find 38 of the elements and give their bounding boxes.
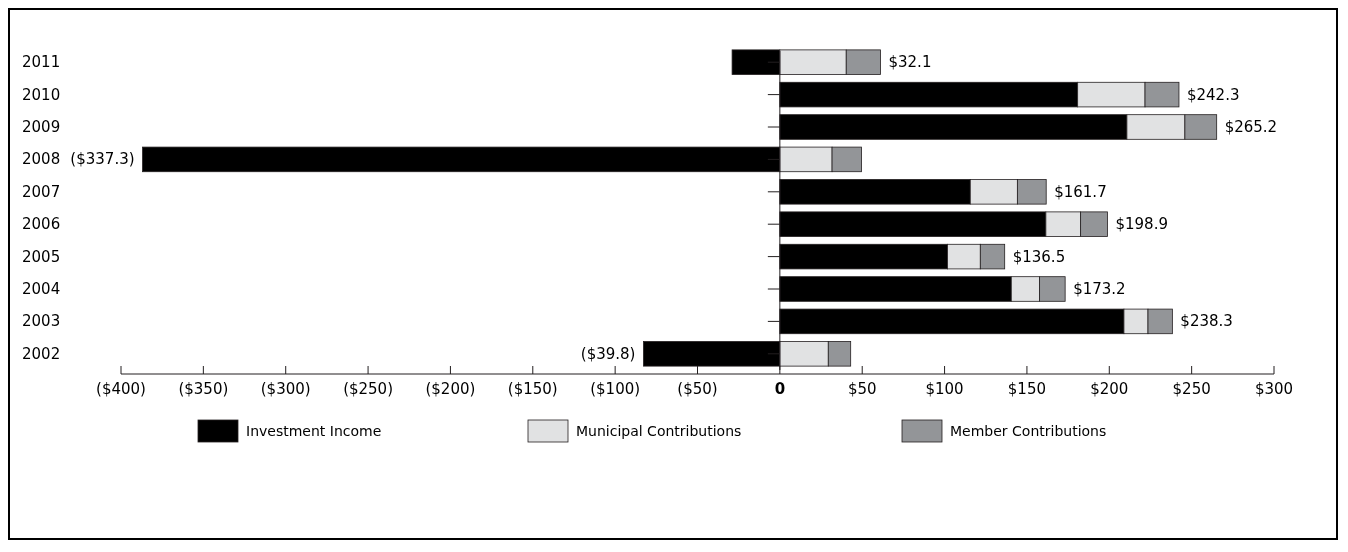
total-label: $161.7 — [1054, 182, 1107, 201]
x-tick-label: ($100) — [590, 380, 641, 398]
x-tick-label: $50 — [847, 380, 877, 398]
y-tick-label: 2004 — [22, 280, 61, 298]
x-tick-label: ($250) — [343, 380, 394, 398]
y-tick-label: 2010 — [22, 85, 61, 104]
x-tick-label: ($50) — [677, 380, 718, 398]
y-tick-label: 2002 — [22, 344, 61, 363]
y-tick-label: 2011 — [22, 53, 61, 72]
total-label: ($337.3) — [70, 150, 135, 169]
total-label: $136.5 — [1012, 247, 1066, 266]
total-label: $242.3 — [1186, 85, 1240, 104]
y-tick-label: 2008 — [22, 150, 61, 169]
y-tick-label: 2003 — [22, 312, 61, 331]
total-label: $173.2 — [1073, 280, 1126, 298]
y-tick-label: 2005 — [22, 247, 61, 266]
total-label: $265.2 — [1224, 118, 1278, 136]
x-tick-label: ($150) — [507, 380, 558, 398]
x-tick-label: $200 — [1090, 380, 1129, 398]
y-tick-label: 2007 — [22, 182, 61, 201]
x-tick-label: $250 — [1172, 380, 1211, 398]
y-tick-label: 2006 — [22, 215, 61, 234]
total-label: $32.1 — [888, 53, 932, 72]
x-tick-label: ($400) — [96, 380, 146, 398]
total-label: $238.3 — [1180, 312, 1233, 331]
total-label: $198.9 — [1115, 215, 1168, 234]
x-tick-label: 0 — [774, 380, 786, 398]
x-tick-label: $100 — [925, 380, 964, 398]
x-tick-label: $150 — [1007, 380, 1047, 398]
total-label: ($39.8) — [580, 344, 636, 363]
x-tick-label: ($350) — [178, 380, 229, 398]
legend-label: Member Contributions — [950, 423, 1107, 439]
legend-label: Investment Income — [246, 423, 382, 439]
legend-label: Municipal Contributions — [576, 423, 742, 439]
x-tick-label: $300 — [1254, 380, 1294, 398]
x-tick-label: ($300) — [260, 380, 311, 398]
x-tick-label: ($200) — [425, 380, 476, 398]
y-tick-label: 2009 — [22, 118, 61, 136]
